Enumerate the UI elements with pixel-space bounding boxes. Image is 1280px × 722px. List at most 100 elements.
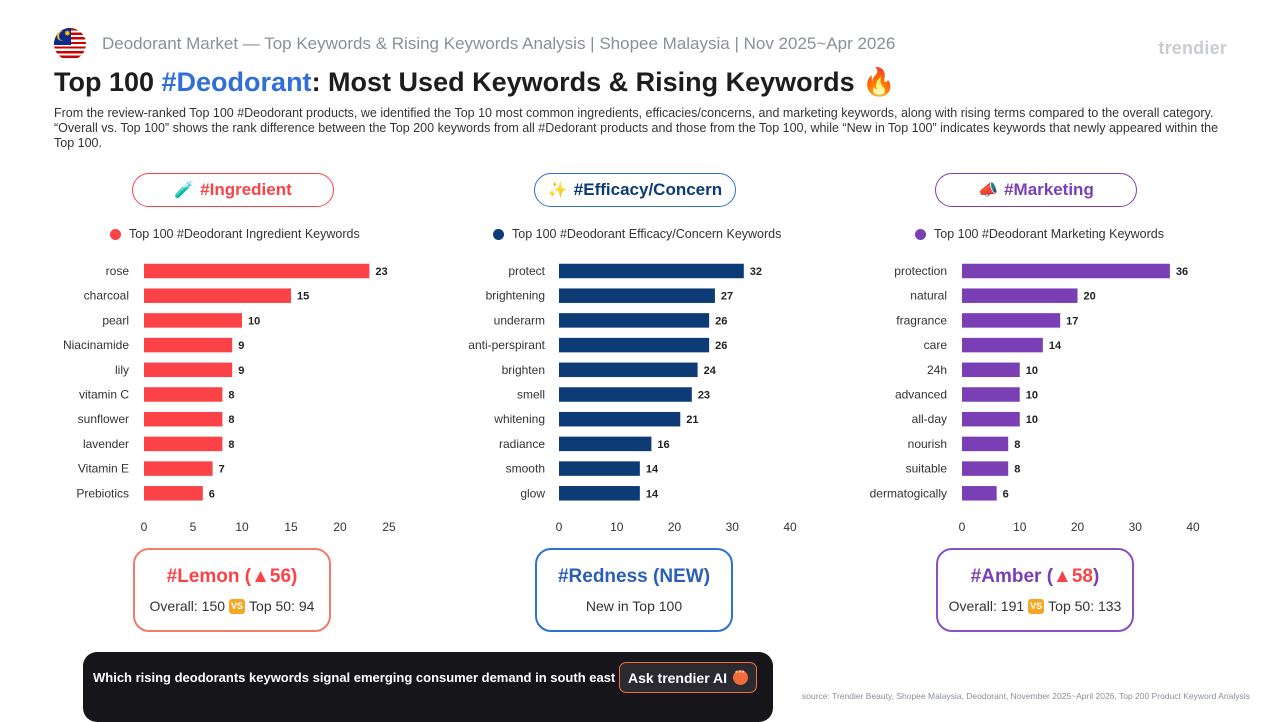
bar [144, 411, 223, 427]
x-tick-label: 15 [284, 520, 298, 534]
bar [962, 486, 997, 501]
ingredient-bar-chart: rose 23 charcoal 15 pearl 10 Niacinamide 9 lily 9… [63, 263, 396, 534]
card-note: New in Top 100 [585, 598, 683, 614]
data-label: 6 [1003, 488, 1009, 500]
bar [962, 337, 1043, 353]
category-label: fragrance [896, 313, 947, 327]
card-keyword-text: #Lemon [166, 566, 240, 587]
page-subtitle: Deodorant Market — Top Keywords & Rising… [102, 34, 896, 53]
pill-ingredient-label: #Ingredient [200, 180, 292, 199]
card-overall: Overall: 191 [948, 598, 1025, 614]
category-label: anti-perspirant [468, 338, 545, 352]
x-tick-label: 10 [1013, 520, 1027, 534]
card-rising-ingredient: #Lemon (▲56) Overall: 150 VS Top 50: 94 [133, 548, 331, 632]
bar [962, 288, 1078, 303]
x-tick-label: 20 [668, 520, 682, 534]
data-label: 27 [721, 291, 733, 303]
bar [144, 486, 203, 501]
category-label: smell [517, 388, 545, 402]
category-label: Niacinamide [63, 338, 129, 352]
pill-efficacy-label: #Efficacy/Concern [573, 180, 723, 199]
category-label: sunflower [78, 412, 129, 426]
category-label: lily [115, 363, 129, 377]
bar [144, 263, 370, 279]
category-label: brightening [486, 289, 545, 303]
title-part2: : Most Used Keywords & Rising Keywords [311, 67, 855, 97]
data-label: 9 [238, 340, 244, 352]
card-change: ▲56 [251, 566, 292, 587]
bar [559, 263, 744, 279]
data-label: 8 [228, 414, 234, 426]
bar [962, 263, 1170, 279]
ai-question[interactable]: Which rising deodorants keywords signal … [93, 670, 653, 685]
ask-ai-button[interactable]: Ask trendier AI [619, 662, 757, 693]
page-description: From the review-ranked Top 100 #Deodoran… [54, 106, 1219, 150]
x-tick-label: 0 [556, 520, 563, 534]
x-tick-label: 0 [141, 520, 148, 534]
card-change: ▲58 [1053, 566, 1093, 587]
data-label: 7 [219, 464, 225, 476]
bar [962, 313, 1061, 328]
sparkles-icon: ✨ [547, 182, 568, 199]
bar [144, 337, 233, 353]
category-label: Vitamin E [78, 462, 129, 476]
category-label: radiance [499, 437, 545, 451]
card-overall: Overall: 150 [149, 598, 226, 614]
ai-prompt-bar: Which rising deodorants keywords signal … [83, 652, 773, 722]
bar [144, 461, 213, 476]
data-label: 9 [238, 365, 244, 377]
source-note: source: Trendier Beauty, Shopee Malaysia… [802, 691, 1250, 701]
category-label: brighten [502, 363, 545, 377]
card-comparison: Overall: 191 VS Top 50: 133 [949, 598, 1122, 614]
bar [559, 362, 698, 378]
marketing-bar-chart: protection 36 natural 20 fragrance 17 care 14 24… [870, 263, 1200, 534]
page-title: Top 100 #Deodorant: Most Used Keywords &… [54, 66, 896, 98]
category-label: glow [520, 486, 545, 500]
bar [559, 436, 652, 452]
x-tick-label: 0 [959, 520, 966, 534]
data-label: 36 [1176, 266, 1188, 278]
legend-marketing: Top 100 #Deodorant Marketing Keywords [915, 227, 1164, 241]
data-label: 8 [228, 390, 234, 402]
category-label: dermatogically [870, 486, 947, 500]
brand-logo: trendier [1158, 38, 1227, 58]
data-label: 8 [1014, 439, 1020, 451]
fire-icon: 🔥 [862, 67, 896, 97]
category-label: lavender [83, 437, 129, 451]
card-top: Top 50: 94 [249, 598, 315, 614]
bar [559, 288, 715, 303]
bar [962, 461, 1009, 476]
bar [144, 362, 233, 378]
vs-badge: VS [229, 598, 246, 614]
legend-efficacy-label: Top 100 #Deodorant Efficacy/Concern Keyw… [512, 227, 782, 241]
legend-dot-efficacy [493, 228, 504, 240]
category-label: 24h [927, 363, 947, 377]
data-label: 23 [375, 266, 387, 278]
bar [559, 337, 710, 353]
card-rising-efficacy: #Redness (NEW) New in Top 100 [535, 548, 733, 632]
data-label: 23 [698, 390, 710, 402]
card-keyword: #Lemon (▲56) [166, 566, 298, 587]
x-tick-label: 30 [726, 520, 740, 534]
legend-ingredient: Top 100 #Deodorant Ingredient Keywords [110, 227, 360, 241]
card-rising-marketing: #Amber (▲58) Overall: 191 VS Top 50: 133 [936, 548, 1134, 632]
legend-marketing-label: Top 100 #Deodorant Marketing Keywords [934, 227, 1164, 241]
category-label: charcoal [84, 289, 129, 303]
x-tick-label: 30 [1129, 520, 1143, 534]
card-comparison: New in Top 100 [586, 598, 682, 614]
bar [559, 486, 640, 501]
pill-marketing: 📣 #Marketing [935, 173, 1137, 207]
x-tick-label: 20 [333, 520, 347, 534]
data-label: 10 [1026, 365, 1038, 377]
vs-badge: VS [1028, 598, 1045, 614]
bar [962, 411, 1020, 427]
bar [144, 387, 223, 402]
header-row: ✸ Deodorant Market — Top Keywords & Risi… [54, 28, 895, 60]
card-keyword: #Amber (▲58) [970, 566, 1100, 587]
efficacy-bar-chart: protect 32 brightening 27 underarm 26 anti-per… [468, 263, 797, 534]
data-label: 15 [297, 291, 309, 303]
pill-ingredient: 🧪 #Ingredient [132, 173, 334, 207]
bar [559, 313, 710, 328]
x-tick-label: 20 [1071, 520, 1085, 534]
category-label: Prebiotics [76, 486, 129, 500]
